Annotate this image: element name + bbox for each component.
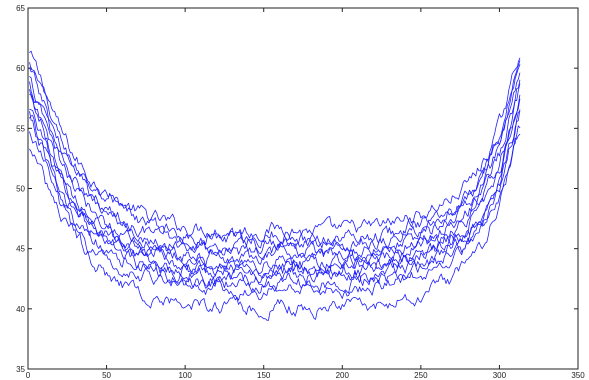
plot-frame (27, 7, 579, 370)
y-tick-label: 35 (16, 365, 25, 374)
x-tick-label: 100 (178, 371, 192, 380)
series-line-8 (29, 98, 521, 284)
x-tick-label: 150 (257, 371, 271, 380)
x-tick-label: 50 (102, 371, 111, 380)
y-tick-label: 55 (16, 124, 25, 133)
series-line-1 (29, 50, 521, 243)
series-line-9 (29, 109, 521, 288)
series-group (29, 50, 521, 321)
x-tick-label: 0 (26, 371, 31, 380)
y-tick-label: 45 (16, 245, 25, 254)
x-tick-label: 350 (571, 371, 585, 380)
series-line-6 (29, 83, 521, 274)
series-line-11 (29, 93, 521, 301)
series-line-4 (29, 72, 521, 260)
x-tick-label: 250 (414, 371, 428, 380)
series-line-7 (29, 94, 521, 279)
series-line-2 (29, 57, 521, 249)
y-tick-label: 60 (16, 64, 25, 73)
y-tick-label: 40 (16, 305, 25, 314)
x-tick-label: 300 (493, 371, 507, 380)
x-tick-label: 200 (336, 371, 350, 380)
series-line-12 (29, 111, 521, 321)
y-tick-label: 65 (16, 4, 25, 13)
series-line-10 (29, 125, 521, 294)
y-tick-label: 50 (16, 185, 25, 194)
